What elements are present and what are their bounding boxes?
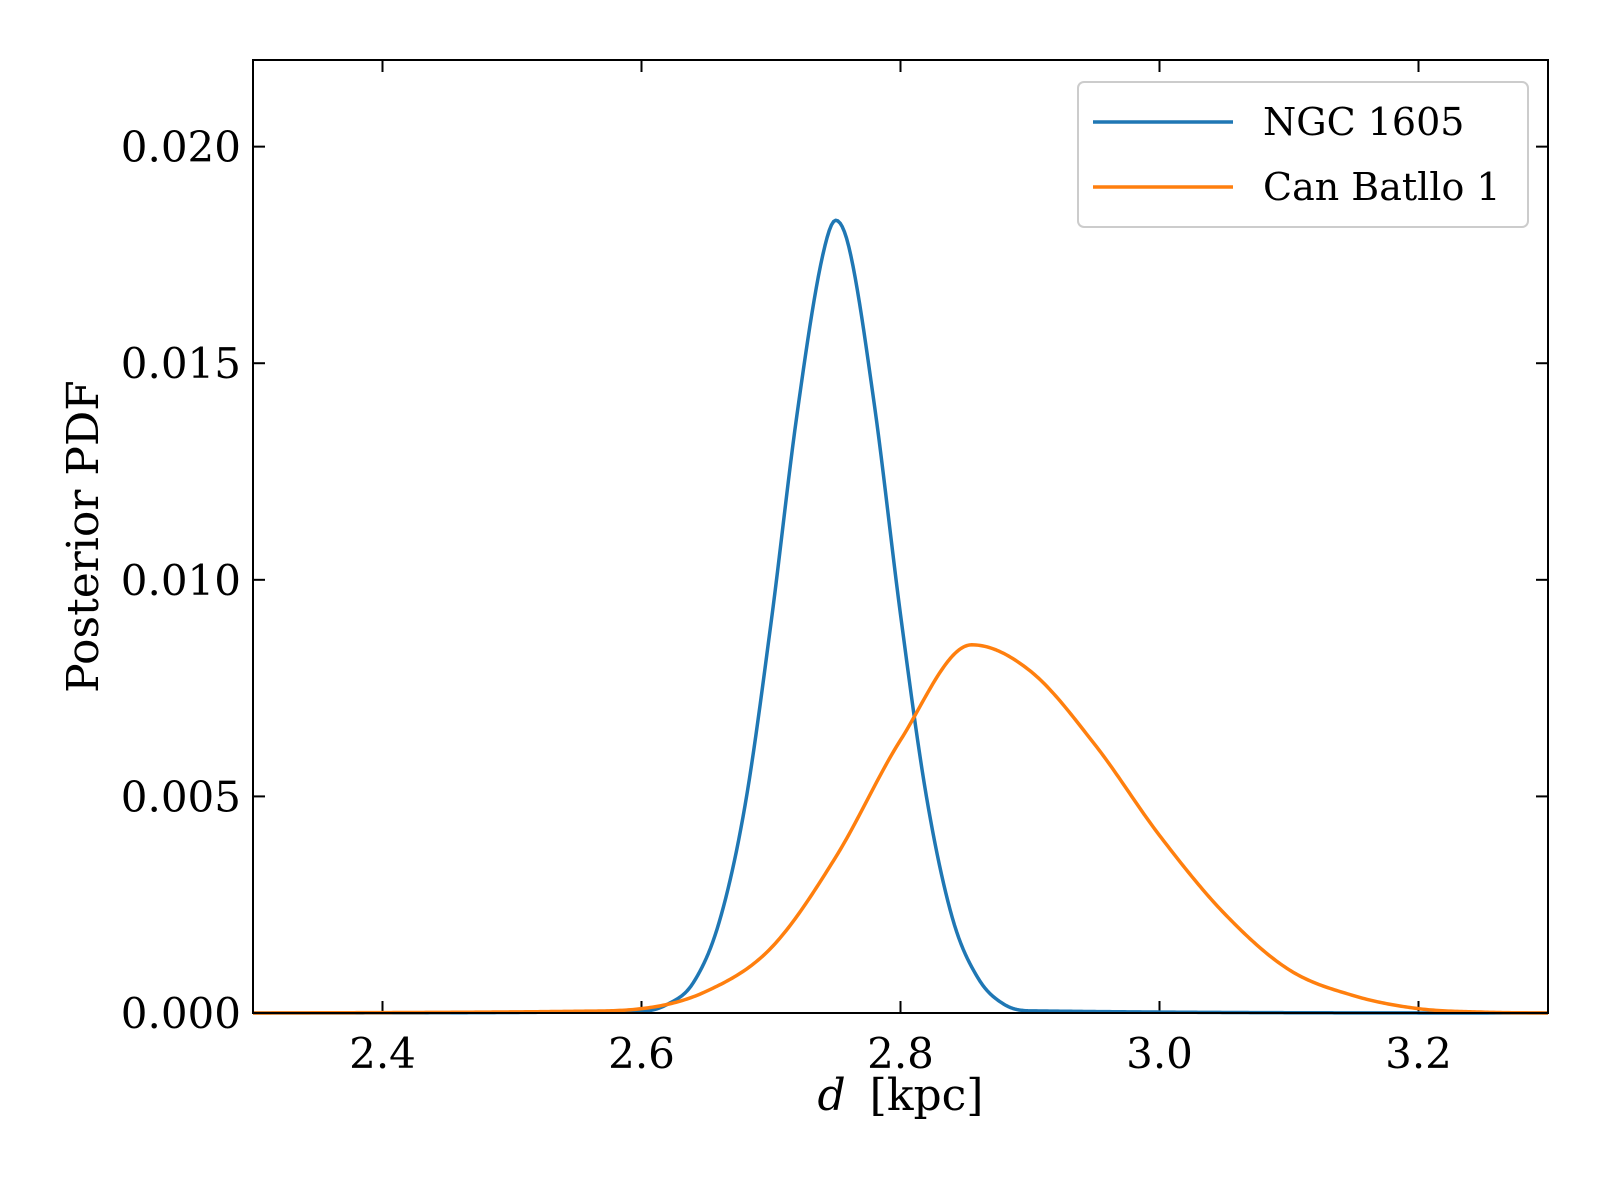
series-line-0: [253, 218, 1548, 1015]
legend: NGC 1605 Can Batllo 1: [1077, 81, 1529, 228]
y-tick-label: 0.015: [121, 339, 241, 388]
series-layer: [252, 218, 1549, 1015]
series-line-1: [252, 643, 1549, 1015]
x-tick-label: 2.8: [867, 1029, 934, 1078]
x-tick-label: 2.6: [608, 1029, 675, 1078]
x-tick-label: 3.2: [1385, 1029, 1452, 1078]
y-tick-label: 0.000: [121, 989, 241, 1038]
y-tick-label: 0.010: [121, 556, 241, 605]
x-tick-label: 2.4: [349, 1029, 416, 1078]
x-axis-label: d [kpc]: [818, 1070, 984, 1121]
ticks: 2.4 2.6 2.8 3.0 3.2 0.000 0.005 0.010 0.015 0.020: [121, 60, 1548, 1078]
legend-label-can-batllo-1: Can Batllo 1: [1263, 165, 1501, 209]
y-tick-label: 0.020: [121, 123, 241, 172]
x-axis-unit: [kpc]: [870, 1070, 984, 1121]
y-axis-label: Posterior PDF: [58, 380, 109, 693]
x-axis-variable: d: [818, 1070, 846, 1121]
legend-box: [1077, 81, 1529, 228]
legend-label-ngc-1605: NGC 1605: [1263, 100, 1464, 144]
y-tick-label: 0.005: [121, 772, 241, 821]
plot-frame: [252, 59, 1549, 1014]
x-tick-label: 3.0: [1126, 1029, 1193, 1078]
